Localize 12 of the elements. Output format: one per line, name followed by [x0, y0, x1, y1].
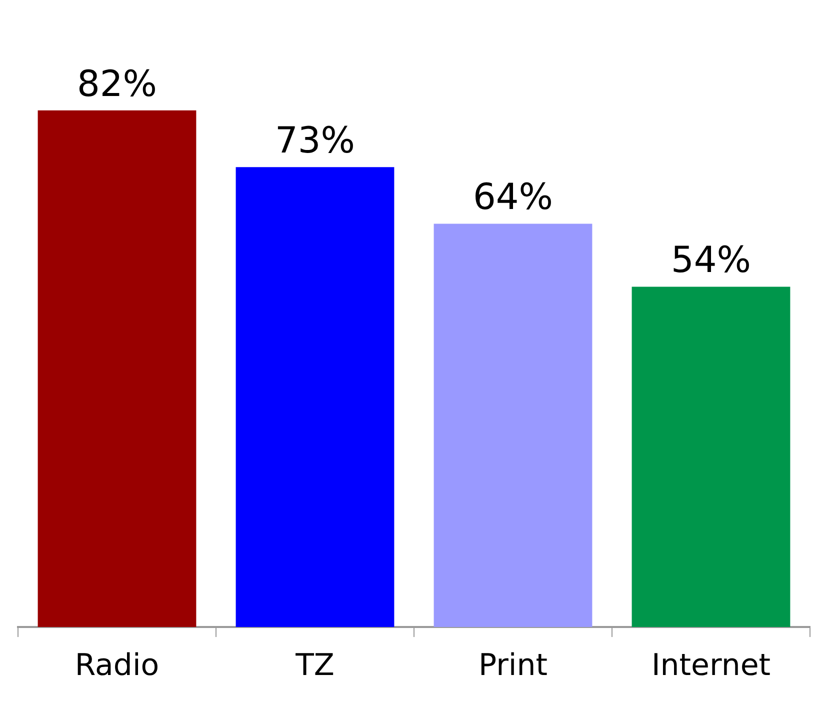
bar [236, 167, 394, 627]
data-label: 82% [76, 64, 158, 105]
data-label: 54% [670, 240, 752, 282]
data-label: 64% [472, 177, 554, 218]
data-label: 73% [274, 120, 356, 162]
bar [632, 286, 790, 627]
x-tick-label: Internet [651, 648, 771, 683]
x-tick-label: Radio [74, 648, 160, 683]
bar [38, 110, 196, 627]
bar [434, 224, 592, 627]
x-tick-label: TZ [294, 648, 334, 683]
x-tick-label: Print [478, 648, 548, 683]
